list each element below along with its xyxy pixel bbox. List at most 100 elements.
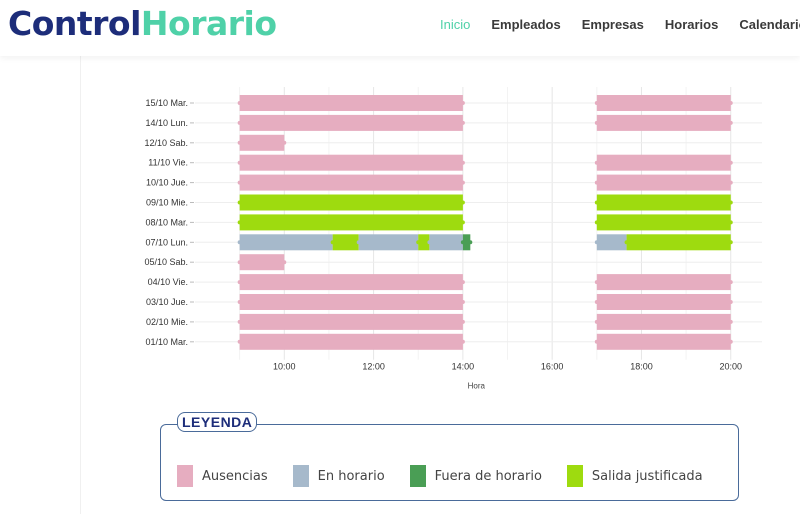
timeline-bar-salida-justificada: [596, 194, 731, 211]
bar-end-dot: [460, 339, 465, 344]
bar-end-dot: [728, 280, 733, 285]
bar-start-dot: [594, 101, 599, 105]
timeline-bar-ausencias: [239, 154, 463, 171]
x-tick-label: 12:00: [362, 362, 385, 372]
bar-end-dot: [460, 319, 465, 324]
bar-end-dot: [728, 319, 733, 324]
bar-start-dot: [237, 180, 242, 185]
nav-inicio[interactable]: Inicio: [440, 17, 471, 32]
timeline-bar-en-horario: [596, 234, 627, 251]
bar-end-dot: [460, 220, 465, 225]
bar-start-dot: [416, 240, 421, 245]
bar-end-dot: [728, 160, 733, 165]
main-content: [80, 56, 800, 514]
bar-start-dot: [237, 160, 242, 165]
legend-items: Ausencias En horario Fuera de horario Sa…: [177, 465, 728, 487]
timeline-bar-ausencias: [239, 294, 463, 310]
bar-start-dot: [624, 240, 629, 245]
bar-start-dot: [356, 240, 361, 245]
legend-swatch-fuera-de-horario: [409, 465, 426, 487]
timeline-bar-salida-justificada: [239, 214, 463, 231]
legend-item-salida-justificada: Salida justificada: [566, 465, 703, 487]
legend-label: En horario: [317, 468, 385, 484]
bar-start-dot: [594, 300, 599, 304]
bar-start-dot: [237, 280, 242, 285]
legend-item-ausencias: Ausencias: [177, 465, 268, 487]
bar-start-dot: [237, 300, 242, 304]
legend-swatch-ausencias: [177, 465, 193, 487]
nav-empleados[interactable]: Empleados: [491, 17, 561, 32]
y-tick-label: 15/10 Mar.: [145, 98, 188, 108]
bar-start-dot: [460, 240, 465, 245]
timeline-bar-ausencias: [239, 114, 463, 131]
timeline-bar-ausencias: [239, 333, 463, 350]
x-tick-label: 20:00: [719, 362, 742, 372]
timeline-bar-ausencias: [596, 333, 731, 350]
bar-start-dot: [237, 101, 242, 105]
y-tick-label: 04/10 Vie.: [148, 277, 188, 287]
bar-end-dot: [468, 240, 473, 245]
bar-start-dot: [594, 220, 599, 225]
timeline-bar-ausencias: [596, 294, 731, 310]
logo[interactable]: ControlHorario: [8, 4, 277, 43]
nav-calendario[interactable]: Calendario: [739, 17, 800, 32]
timeline-bar-en-horario: [429, 234, 463, 251]
bar-start-dot: [594, 240, 599, 245]
x-axis-label: Hora: [468, 382, 486, 391]
bar-start-dot: [594, 339, 599, 344]
timeline-chart: 15/10 Mar. 14/10 Lun. 12/10 Sab. 11/10 Vie.…: [144, 87, 762, 391]
legend-title: LEYENDA: [177, 412, 258, 432]
bar-start-dot: [594, 280, 599, 285]
y-tick-label: 05/10 Sab.: [144, 257, 188, 267]
timeline-bar-fuera-de-horario: [462, 234, 471, 251]
bar-start-dot: [237, 319, 242, 324]
bar-start-dot: [594, 120, 599, 125]
legend-item-en-horario: En horario: [292, 465, 385, 487]
legend-item-fuera-de-horario: Fuera de horario: [409, 465, 542, 487]
bar-start-dot: [594, 180, 599, 185]
timeline-bar-ausencias: [596, 274, 731, 291]
bar-start-dot: [237, 140, 242, 145]
timeline-bar-ausencias: [239, 254, 285, 271]
y-tick-label: 12/10 Sab.: [144, 138, 188, 148]
nav-empresas[interactable]: Empresas: [581, 17, 644, 32]
bar-end-dot: [460, 200, 465, 205]
x-tick-label: 18:00: [630, 362, 653, 372]
timeline-bar-en-horario: [239, 234, 333, 251]
legend-label: Ausencias: [202, 468, 268, 484]
timeline-bar-ausencias: [596, 114, 731, 131]
timeline-bar-ausencias: [239, 313, 463, 330]
nav-horarios[interactable]: Horarios: [664, 17, 719, 32]
y-tick-label: 11/10 Vie.: [148, 158, 188, 168]
timeline-bar-salida-justificada: [332, 234, 359, 251]
timeline-bar-salida-justificada: [418, 234, 430, 251]
bar-start-dot: [237, 220, 242, 225]
bar-end-dot: [460, 300, 465, 304]
bar-start-dot: [237, 339, 242, 344]
legend-swatch-en-horario: [292, 465, 309, 487]
y-tick-label: 03/10 Jue.: [146, 297, 188, 307]
y-tick-label: 01/10 Mar.: [145, 337, 188, 347]
y-tick-label: 02/10 Mie.: [146, 317, 188, 327]
legend-label: Fuera de horario: [434, 468, 542, 484]
timeline-bar-en-horario: [358, 234, 419, 251]
y-tick-label: 09/10 Mie.: [146, 198, 188, 208]
logo-part-horario: Horario: [140, 4, 277, 43]
bar-end-dot: [728, 120, 733, 125]
timeline-bar-ausencias: [239, 134, 285, 151]
timeline-bar-ausencias: [596, 154, 731, 171]
timeline-bar-ausencias: [596, 95, 731, 111]
timeline-bar-salida-justificada: [239, 194, 463, 211]
y-tick-label: 10/10 Jue.: [146, 178, 188, 188]
bar-end-dot: [460, 160, 465, 165]
timeline-bar-salida-justificada: [596, 214, 731, 231]
y-tick-label: 07/10 Lun.: [145, 237, 188, 247]
bar-start-dot: [427, 240, 432, 245]
bar-end-dot: [282, 140, 287, 145]
x-tick-label: 14:00: [452, 362, 475, 372]
timeline-bar-salida-justificada: [626, 234, 731, 251]
y-tick-label: 08/10 Mar.: [145, 217, 188, 227]
timeline-bar-ausencias: [239, 174, 463, 191]
legend-swatch-salida-justificada: [566, 465, 583, 487]
timeline-bar-ausencias: [239, 95, 463, 111]
